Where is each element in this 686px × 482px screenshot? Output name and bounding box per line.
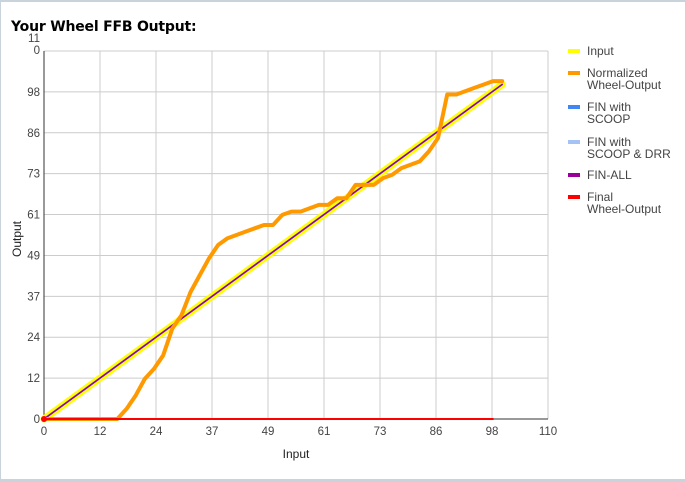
chart-title: Your Wheel FFB Output:: [11, 19, 197, 35]
x-tick-label: 110: [539, 426, 557, 438]
legend-swatch: [568, 49, 580, 53]
legend-label: FIN-ALL: [587, 168, 632, 182]
y-tick-label: 86: [27, 128, 40, 140]
y-tick-label: 11 0: [28, 33, 40, 57]
legend-label: FIN with SCOOP: [587, 100, 631, 126]
legend-swatch: [568, 71, 580, 75]
y-tick-label: 49: [27, 250, 40, 262]
y-tick-label: 0: [34, 414, 40, 426]
x-tick-label: 12: [94, 426, 107, 438]
x-tick-label: 61: [318, 426, 331, 438]
y-tick-label: 24: [27, 332, 40, 344]
legend-label: Input: [587, 44, 614, 58]
y-tick-label: 37: [27, 291, 40, 303]
y-tick-label: 98: [27, 87, 40, 99]
x-tick-label: 49: [262, 426, 275, 438]
legend-swatch: [568, 195, 580, 199]
legend-label: FIN with SCOOP & DRR: [587, 135, 671, 161]
y-tick-label: 12: [27, 373, 40, 385]
series-line-normalized-wheel-output: [42, 79, 505, 421]
x-tick-label: 73: [374, 426, 387, 438]
series-line-fin-all: [43, 83, 503, 420]
x-axis-label: Input: [283, 447, 310, 461]
legend-swatch: [568, 140, 580, 144]
x-tick-label: 86: [430, 426, 443, 438]
legend-label: Normalized Wheel-Output: [587, 66, 662, 92]
x-tick-label: 98: [486, 426, 499, 438]
x-tick-label: 37: [206, 426, 219, 438]
x-tick-label: 24: [150, 426, 163, 438]
y-tick-label: 61: [27, 210, 40, 222]
x-tick-label: 0: [41, 426, 47, 438]
y-tick-label: 73: [27, 169, 40, 181]
legend-swatch: [568, 105, 580, 109]
legend-label: Final Wheel-Output: [587, 190, 662, 216]
legend-swatch: [568, 173, 580, 177]
y-axis-label: Output: [10, 220, 24, 257]
series-point-final-origin: [41, 416, 47, 422]
